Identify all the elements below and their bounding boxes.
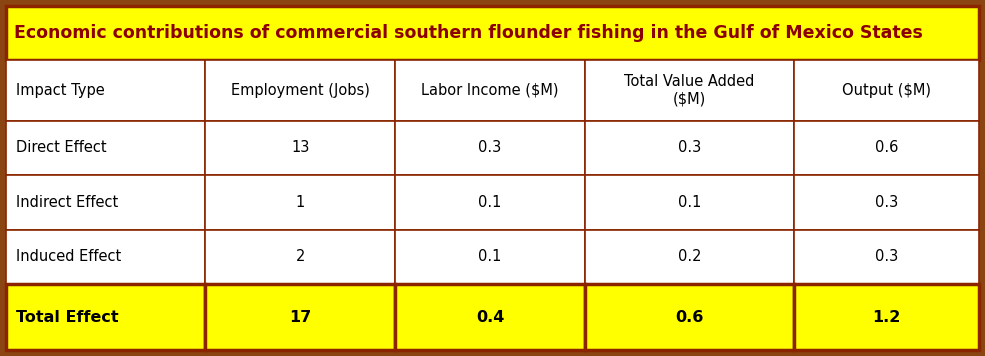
Text: 2: 2 [296, 250, 305, 265]
Text: Total Effect: Total Effect [16, 310, 118, 325]
Text: 0.1: 0.1 [479, 250, 501, 265]
Text: Employment (Jobs): Employment (Jobs) [230, 83, 369, 98]
Bar [395, 230, 585, 284]
Bar [585, 230, 794, 284]
Bar [395, 121, 585, 175]
Text: Induced Effect: Induced Effect [16, 250, 121, 265]
Text: Impact Type: Impact Type [16, 83, 104, 98]
Bar [206, 230, 395, 284]
Text: Indirect Effect: Indirect Effect [16, 195, 118, 210]
Text: 0.3: 0.3 [875, 250, 898, 265]
Bar [585, 59, 794, 121]
Bar [6, 175, 206, 230]
Text: 0.3: 0.3 [479, 140, 501, 156]
Bar [794, 121, 979, 175]
Bar [794, 59, 979, 121]
Text: 1: 1 [296, 195, 305, 210]
Bar [6, 230, 206, 284]
Text: Direct Effect: Direct Effect [16, 140, 106, 156]
Bar [585, 121, 794, 175]
Bar [395, 284, 585, 350]
Bar [6, 121, 206, 175]
Text: Labor Income ($M): Labor Income ($M) [422, 83, 558, 98]
Bar [585, 175, 794, 230]
Bar [794, 175, 979, 230]
Bar [794, 230, 979, 284]
Text: 0.1: 0.1 [479, 195, 501, 210]
Bar [206, 284, 395, 350]
Text: 0.6: 0.6 [676, 310, 703, 325]
Bar [206, 175, 395, 230]
Text: 1.2: 1.2 [873, 310, 900, 325]
Text: 13: 13 [292, 140, 309, 156]
Bar [395, 59, 585, 121]
Text: Economic contributions of commercial southern flounder fishing in the Gulf of Me: Economic contributions of commercial sou… [14, 24, 923, 42]
Text: Total Value Added
($M): Total Value Added ($M) [624, 74, 755, 106]
Text: 0.3: 0.3 [678, 140, 701, 156]
Text: 0.1: 0.1 [678, 195, 701, 210]
Bar [794, 284, 979, 350]
Bar [585, 284, 794, 350]
Text: Output ($M): Output ($M) [842, 83, 931, 98]
Bar [6, 59, 206, 121]
Text: 0.4: 0.4 [476, 310, 504, 325]
Bar [206, 121, 395, 175]
Text: 0.3: 0.3 [875, 195, 898, 210]
Text: 17: 17 [290, 310, 311, 325]
Text: 0.6: 0.6 [875, 140, 898, 156]
Text: 0.2: 0.2 [678, 250, 701, 265]
Bar [6, 6, 979, 59]
Bar [206, 59, 395, 121]
Bar [395, 175, 585, 230]
Bar [6, 284, 206, 350]
